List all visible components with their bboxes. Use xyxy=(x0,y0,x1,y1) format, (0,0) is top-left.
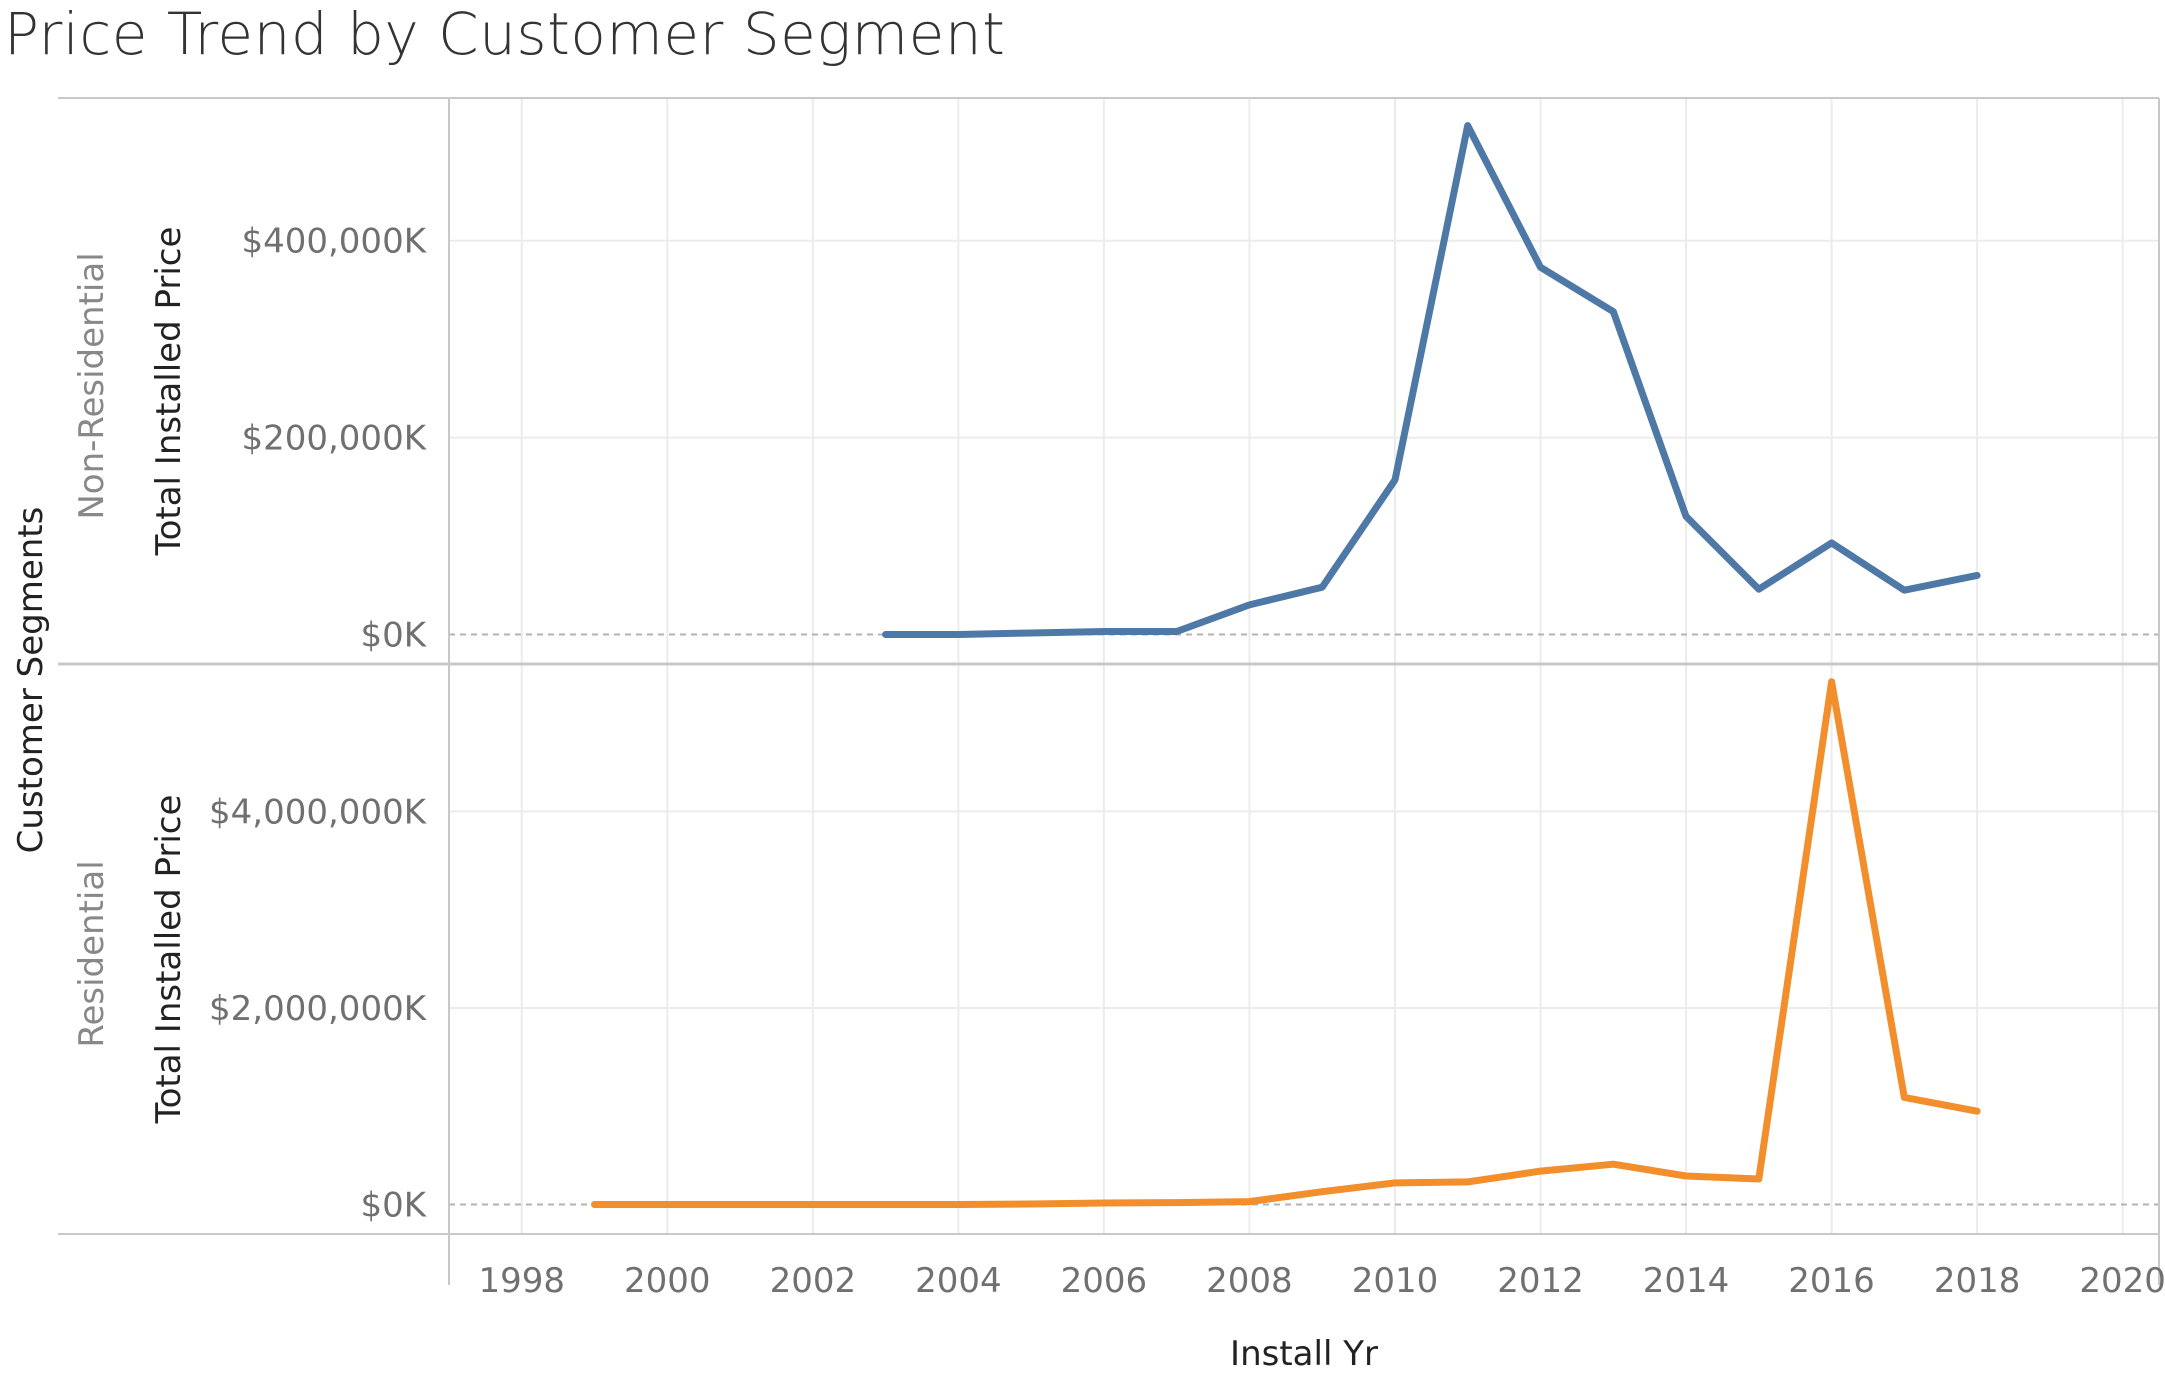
x-tick-label: 2012 xyxy=(1497,1261,1584,1301)
series-line-residential xyxy=(591,678,1981,1208)
x-tick-label: 2004 xyxy=(915,1261,1002,1301)
frame-layer xyxy=(58,97,2160,1285)
y-tick-label: $400,000K xyxy=(241,222,427,262)
x-tick-label: 2014 xyxy=(1643,1261,1730,1301)
x-tick-label: 2018 xyxy=(1934,1261,2021,1301)
y-axis-title: Total Installed Price xyxy=(149,227,189,557)
row-dimension-label: Customer Segments xyxy=(11,507,51,854)
x-tick-label: 2006 xyxy=(1061,1261,1148,1301)
x-tick-label: 2008 xyxy=(1206,1261,1293,1301)
x-tick-label: 1998 xyxy=(479,1261,566,1301)
y-tick-label: $0K xyxy=(360,1186,427,1226)
chart-title: Price Trend by Customer Segment xyxy=(4,0,1006,68)
x-tick-label: 2016 xyxy=(1788,1261,1875,1301)
y-tick-label: $0K xyxy=(360,615,427,655)
y-axis-title: Total Installed Price xyxy=(149,795,189,1125)
segment-header: Non-Residential xyxy=(72,252,112,519)
y-tick-label: $4,000,000K xyxy=(209,792,428,832)
x-tick-label: 2010 xyxy=(1352,1261,1439,1301)
x-axis-title: Install Yr xyxy=(1230,1334,1378,1374)
x-tick-label: 2000 xyxy=(624,1261,711,1301)
segment-header: Residential xyxy=(72,860,112,1047)
label-layer: $0K $200,000K $400,000K Total Installed Pri… xyxy=(11,222,2165,1374)
y-tick-label: $2,000,000K xyxy=(209,989,428,1029)
x-tick-label: 2002 xyxy=(770,1261,857,1301)
series-line-non-residential xyxy=(882,122,1981,638)
grid-layer xyxy=(449,98,2159,1234)
series-layer xyxy=(591,122,1981,1208)
y-tick-label: $200,000K xyxy=(241,419,427,459)
x-tick-label: 2020 xyxy=(2079,1261,2165,1301)
